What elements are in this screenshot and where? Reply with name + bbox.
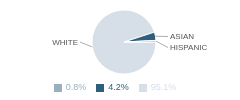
html-text:4.2%: 4.2% [108, 82, 129, 92]
svg-text:HISPANIC: HISPANIC [170, 43, 207, 52]
html-text:95.1%: 95.1% [150, 82, 177, 92]
svg-text:ASIAN: ASIAN [170, 32, 194, 41]
svg-text:WHITE: WHITE [52, 38, 78, 47]
html-text:0.8%: 0.8% [65, 82, 87, 92]
